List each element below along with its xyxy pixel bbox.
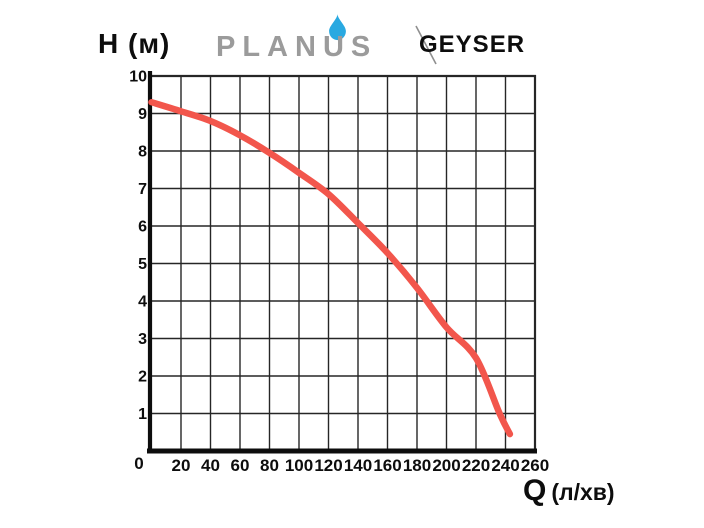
x-axis-symbol: Q: [523, 474, 547, 507]
axis-layer: [147, 71, 537, 454]
y-tick-label: 5: [138, 256, 147, 273]
x-tick-label: 180: [403, 456, 431, 475]
x-tick-label: 40: [201, 456, 220, 475]
x-tick-label: 20: [172, 456, 191, 475]
y-tick-label: 7: [138, 181, 147, 198]
x-tick-label: 260: [521, 456, 549, 475]
y-tick-label: 6: [138, 219, 147, 236]
x-tick-label: 140: [344, 456, 372, 475]
x-tick-label: 100: [285, 456, 313, 475]
y-tick-label: 9: [138, 106, 147, 123]
x-tick-label: 80: [260, 456, 279, 475]
x-tick-label: 160: [373, 456, 401, 475]
y-tick-label: 3: [138, 331, 147, 348]
grid-layer: [150, 74, 537, 451]
x-tick-label: 220: [462, 456, 490, 475]
origin-tick-label: 0: [134, 454, 143, 473]
y-tick-label: 2: [138, 369, 147, 386]
y-tick-label: 10: [129, 69, 147, 86]
geyser-slash-icon: [415, 25, 437, 65]
planus-logo: PLANUS: [216, 31, 378, 63]
x-tick-label: 240: [491, 456, 519, 475]
x-axis-title: Q (л/хв): [523, 474, 615, 508]
y-axis-title: H (м): [98, 28, 171, 59]
tick-label-layer: 20 40 60 80 100 120 140 160 180 200 220 240 26012345…: [129, 69, 549, 476]
x-tick-label: 60: [231, 456, 250, 475]
water-drop-icon: [329, 13, 346, 41]
pump-head-curve: [148, 98, 514, 438]
x-tick-label: 200: [432, 456, 460, 475]
y-tick-label: 8: [138, 144, 147, 161]
x-tick-label: 120: [314, 456, 342, 475]
x-axis-units: (л/хв): [551, 479, 615, 505]
curve-layer: [148, 98, 514, 438]
y-tick-label: 4: [138, 294, 147, 311]
geyser-logo: GEYSER: [419, 31, 526, 58]
y-tick-label: 1: [138, 406, 147, 423]
